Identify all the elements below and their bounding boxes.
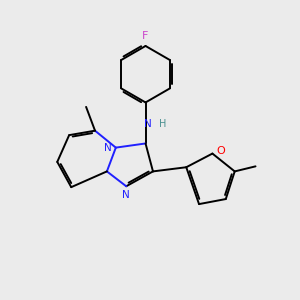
Text: O: O <box>216 146 225 156</box>
Text: N: N <box>122 190 130 200</box>
Text: H: H <box>159 119 166 129</box>
Text: N: N <box>144 119 152 129</box>
Text: N: N <box>103 142 111 153</box>
Text: F: F <box>142 31 149 40</box>
